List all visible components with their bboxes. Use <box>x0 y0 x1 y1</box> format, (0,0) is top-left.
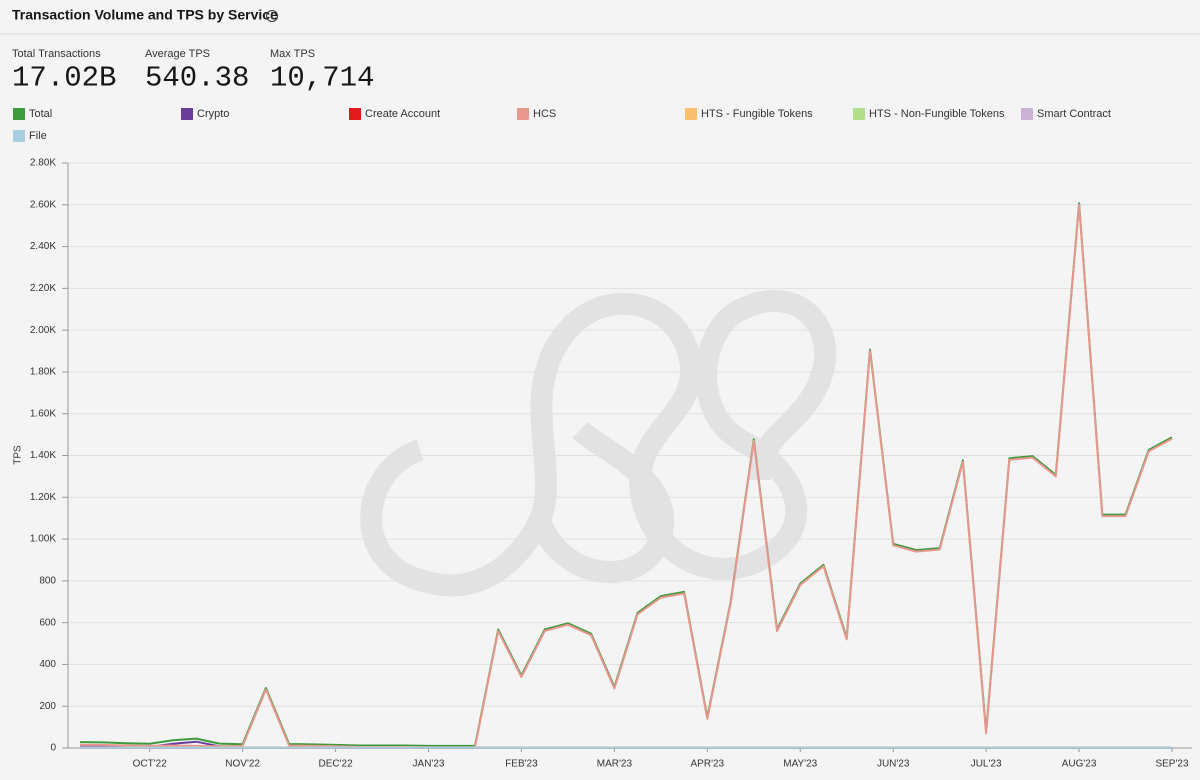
y-tick-label: 600 <box>39 617 56 628</box>
x-tick-label: AUG'23 <box>1062 759 1097 770</box>
y-tick-label: 2.00K <box>30 325 56 336</box>
x-tick-label: FEB'23 <box>505 759 538 770</box>
legend-swatch <box>349 108 361 120</box>
stat-value: 10,714 <box>270 62 374 95</box>
legend-swatch <box>853 108 865 120</box>
y-tick-label: 2.80K <box>30 158 56 169</box>
stat-value: 540.38 <box>145 62 249 95</box>
info-icon[interactable] <box>266 10 278 22</box>
y-tick-label: 0 <box>50 743 56 754</box>
legend-swatch <box>181 108 193 120</box>
x-tick-label: NOV'22 <box>225 759 260 770</box>
legend-swatch <box>685 108 697 120</box>
x-tick-label: APR'23 <box>691 759 725 770</box>
legend-item[interactable]: HCS <box>517 108 556 120</box>
x-tick-label: DEC'22 <box>318 759 353 770</box>
y-tick-label: 1.00K <box>30 534 56 545</box>
legend-label: Smart Contract <box>1037 108 1111 120</box>
x-tick-label: JUN'23 <box>877 759 910 770</box>
y-tick-label: 2.40K <box>30 241 56 252</box>
watermark <box>360 289 837 597</box>
x-tick-label: OCT'22 <box>133 759 168 770</box>
x-tick-label: JAN'23 <box>413 759 445 770</box>
y-tick-label: 400 <box>39 659 56 670</box>
x-tick-label: SEP'23 <box>1155 759 1188 770</box>
stat-label: Total Transactions <box>12 48 101 60</box>
stat-label: Average TPS <box>145 48 210 60</box>
y-tick-label: 1.60K <box>30 408 56 419</box>
y-tick-label: 1.20K <box>30 492 56 503</box>
legend-label: Crypto <box>197 108 229 120</box>
y-axis-label: TPS <box>13 445 24 465</box>
y-tick-label: 2.60K <box>30 199 56 210</box>
stat-value: 17.02B <box>12 62 116 95</box>
legend-label: HCS <box>533 108 556 120</box>
legend-item[interactable]: Total <box>13 108 52 120</box>
legend-swatch <box>13 130 25 142</box>
legend-item[interactable]: File <box>13 130 47 142</box>
y-tick-label: 2.20K <box>30 283 56 294</box>
legend-label: Total <box>29 108 52 120</box>
legend-label: HTS - Fungible Tokens <box>701 108 813 120</box>
x-tick-label: JUL'23 <box>971 759 1002 770</box>
x-tick-label: MAY'23 <box>783 759 817 770</box>
stat-label: Max TPS <box>270 48 315 60</box>
legend-label: Create Account <box>365 108 440 120</box>
legend-label: HTS - Non-Fungible Tokens <box>869 108 1005 120</box>
y-tick-label: 1.80K <box>30 367 56 378</box>
legend-label: File <box>29 130 47 142</box>
y-tick-label: 200 <box>39 701 56 712</box>
x-tick-label: MAR'23 <box>597 759 633 770</box>
y-tick-label: 800 <box>39 575 56 586</box>
legend-item[interactable]: HTS - Non-Fungible Tokens <box>853 108 1005 120</box>
legend-swatch <box>13 108 25 120</box>
legend-item[interactable]: Create Account <box>349 108 440 120</box>
y-tick-label: 1.40K <box>30 450 56 461</box>
legend-swatch <box>517 108 529 120</box>
legend-item[interactable]: Smart Contract <box>1021 108 1111 120</box>
panel-title: Transaction Volume and TPS by Service <box>12 7 278 23</box>
legend-swatch <box>1021 108 1033 120</box>
series-line <box>80 203 1173 749</box>
legend-item[interactable]: Crypto <box>181 108 229 120</box>
legend-item[interactable]: HTS - Fungible Tokens <box>685 108 813 120</box>
